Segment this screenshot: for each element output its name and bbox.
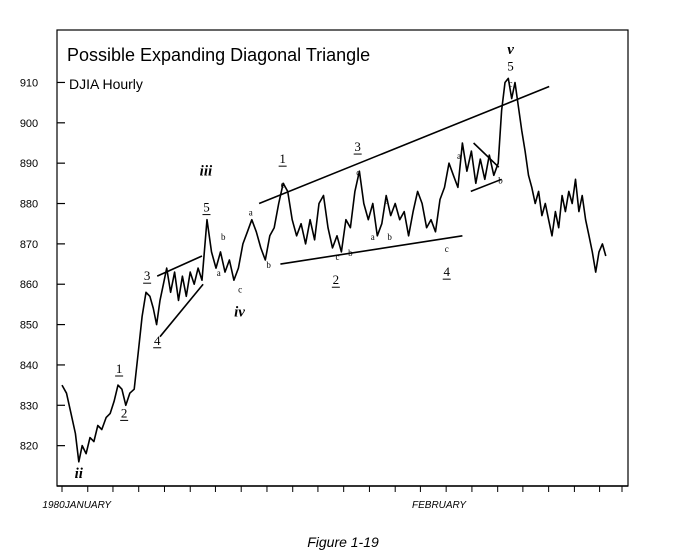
wave-label: v xyxy=(507,42,514,58)
wave-label: a xyxy=(457,151,461,161)
figure-caption: Figure 1-19 xyxy=(307,534,379,550)
wave-label: 1 xyxy=(116,361,123,376)
chart-subtitle: DJIA Hourly xyxy=(69,76,143,92)
wave-label: c xyxy=(281,179,285,189)
y-tick-group: 820 830 840 850 860 870 880 890 900 910 xyxy=(20,77,65,453)
y-tick-label: 890 xyxy=(20,158,38,170)
chart-title: Possible Expanding Diagonal Triangle xyxy=(67,45,370,65)
y-tick-label: 830 xyxy=(20,400,38,412)
wave-label: a xyxy=(249,208,253,218)
wave-label: iv xyxy=(234,305,245,321)
y-tick-label: 870 xyxy=(20,239,38,251)
wave-label: b xyxy=(266,260,271,270)
wave-label: 2 xyxy=(333,272,340,287)
trendline xyxy=(473,142,500,168)
wave-label: c xyxy=(336,252,340,262)
wave-label: a xyxy=(217,268,221,278)
y-tick-label: 880 xyxy=(20,199,38,211)
wave-label: 2 xyxy=(121,405,128,420)
trendline xyxy=(159,283,204,338)
wave-label: b xyxy=(221,232,226,242)
wave-label: c xyxy=(509,78,513,88)
series-line xyxy=(61,77,607,463)
y-tick-label: 860 xyxy=(20,279,38,291)
y-tick-label: 850 xyxy=(20,320,38,332)
y-tick-label: 820 xyxy=(20,441,38,453)
wave-label: 4 xyxy=(154,333,161,348)
wave-label: b xyxy=(348,248,353,258)
trendline xyxy=(258,85,550,205)
wave-label: a xyxy=(371,232,375,242)
plot-frame xyxy=(56,29,629,487)
wave-label: c xyxy=(356,167,360,177)
wave-label: c xyxy=(238,284,242,294)
x-tick-group: 1980 JANUARY FEBRUARY xyxy=(42,486,623,511)
x-tick-label: 1980 xyxy=(42,500,65,511)
x-tick-label: JANUARY xyxy=(64,500,113,511)
y-tick-label: 840 xyxy=(20,360,38,372)
wave-label: b xyxy=(387,232,392,242)
wave-label: 1 xyxy=(279,151,286,166)
y-tick-label: 910 xyxy=(20,77,38,89)
wave-label: b xyxy=(498,175,503,185)
wave-label: 4 xyxy=(443,264,450,279)
trendline-group xyxy=(156,85,550,338)
wave-label: ii xyxy=(75,466,84,482)
trendline xyxy=(470,178,502,193)
wave-label: a xyxy=(385,196,389,206)
x-tick-label: FEBRUARY xyxy=(412,500,467,511)
wave-label: 5 xyxy=(203,200,210,215)
trendline xyxy=(156,255,203,277)
wave-label: iii xyxy=(200,163,213,179)
wave-label: 5 xyxy=(507,58,514,73)
trendline xyxy=(280,235,463,265)
series-group xyxy=(61,77,607,463)
wave-label: 3 xyxy=(354,139,361,154)
wave-label: 3 xyxy=(144,268,151,283)
wave-label: c xyxy=(445,244,449,254)
y-tick-label: 900 xyxy=(20,118,38,130)
